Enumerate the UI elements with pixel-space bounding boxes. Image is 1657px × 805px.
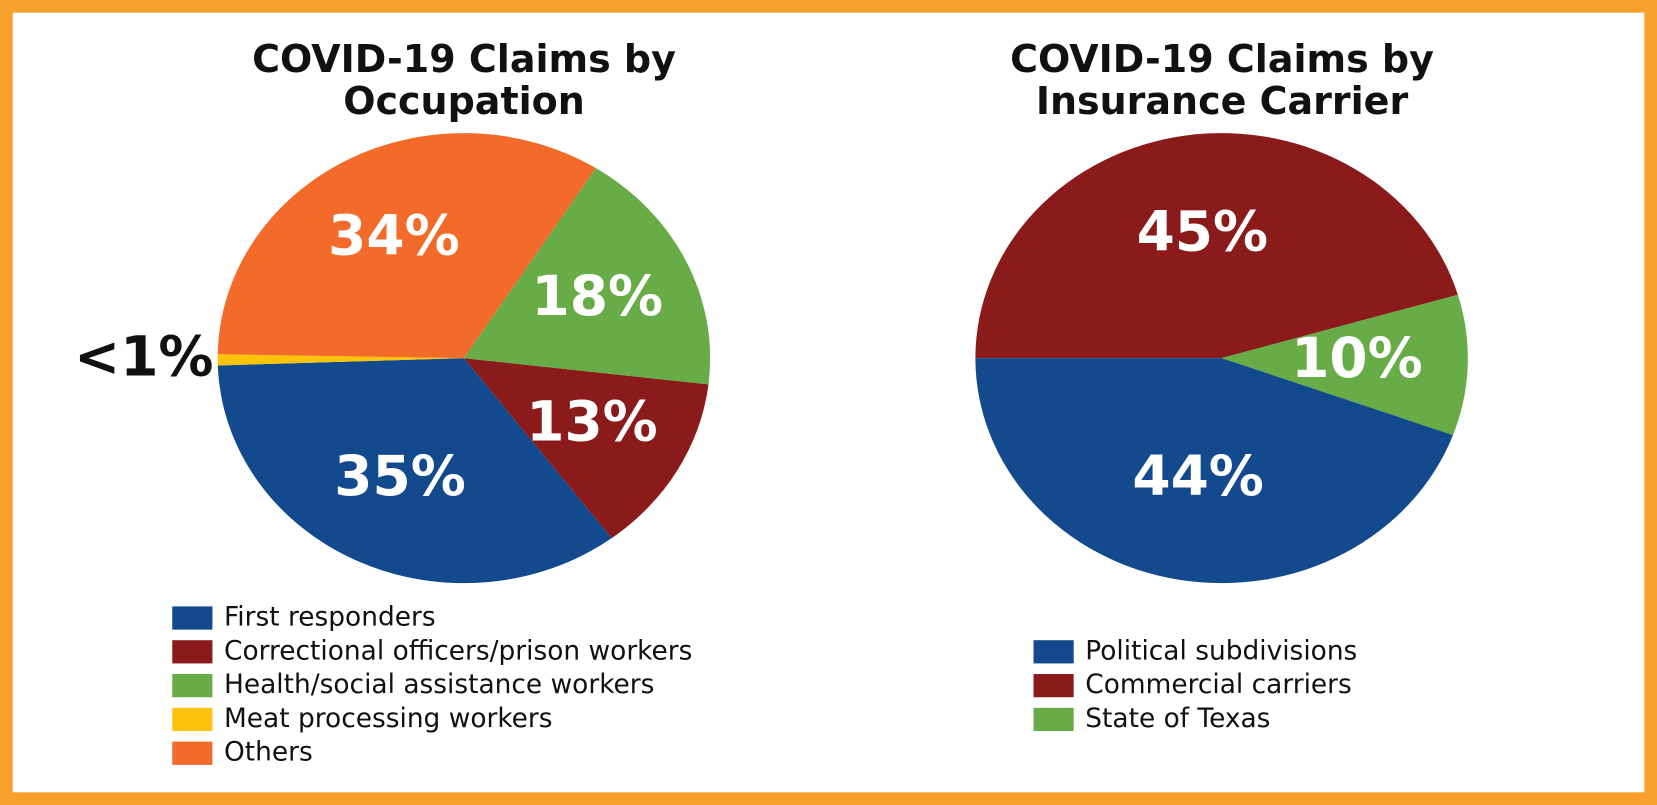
data-label: 34% [328,203,460,267]
legend-label: Others [224,737,313,768]
legend-label: Commercial carriers [1085,669,1352,700]
pie-slice [463,358,709,539]
pie-slice [217,133,596,359]
legend-swatch [172,606,213,630]
data-label: 45% [1137,200,1269,264]
legend-swatch [172,640,213,664]
pie-slice [217,358,612,584]
legend-label: Health/social assistance workers [224,669,654,700]
legend-label: First responders [224,602,436,633]
chart-title: COVID-19 Claims by Occupation [252,37,676,123]
pie-slice [975,133,1458,359]
legend-swatch [1033,640,1074,664]
pie-slice [1221,294,1468,436]
legend-label: Correctional officers/prison workers [224,635,692,666]
data-label: 44% [1132,444,1264,508]
pie-slice [975,358,1453,584]
pie-slice [463,168,711,385]
legend-swatch [172,707,213,732]
legend-swatch [1033,674,1074,698]
legend-label: Meat processing workers [224,703,553,734]
pie-slice [217,354,464,366]
legend-label: State of Texas [1085,703,1270,734]
data-label: 18% [532,264,664,328]
chart-title: COVID-19 Claims by Insurance Carrier [1010,37,1434,123]
data-label: 13% [526,390,658,454]
data-label: <1% [74,325,213,389]
legend-label: Political subdivisions [1085,635,1357,666]
data-label: 10% [1291,326,1423,390]
legend-swatch [172,741,213,765]
data-label: 35% [334,444,466,508]
legend-swatch [1033,707,1074,732]
legend-swatch [172,674,213,698]
